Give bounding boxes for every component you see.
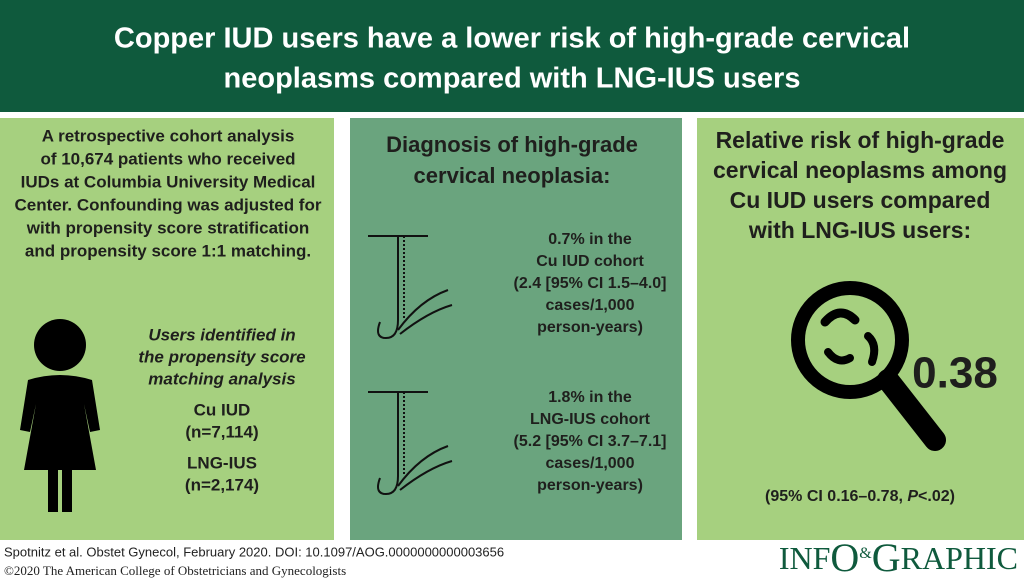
right-title: Cu IUD users compared [730,187,991,213]
confidence-interval: (95% CI 0.16–0.78, P<.02) [765,488,955,505]
citation: Spotnitz et al. Obstet Gynecol, February… [4,544,504,559]
ci-p: P [907,488,918,505]
header-title: Copper IUD users have a lower risk of hi… [114,23,910,55]
description: and propensity score 1:1 matching. [25,241,311,260]
users-heading: Users identified in [148,325,295,344]
group-name: LNG-IUS [187,453,257,472]
person-icon [20,319,100,512]
description: Center. Confounding was adjusted for [15,195,322,214]
logo-part: O [830,535,859,580]
logo: INFO&GRAPHIC [779,535,1018,580]
group-n: (n=2,174) [185,475,259,494]
header-bg [0,0,1024,112]
logo-part: & [859,545,872,562]
finding: person-years) [537,477,643,494]
description: A retrospective cohort analysis [42,126,295,145]
iud-icon [368,235,453,496]
finding: cases/1,000 [546,297,635,314]
users-heading: matching analysis [148,369,295,388]
copyright: ©2020 The American College of Obstetrici… [4,563,346,578]
middle-title: cervical neoplasia: [414,163,611,188]
logo-part: RAPHIC [901,540,1018,576]
right-title: Relative risk of high-grade [716,127,1005,153]
finding: 0.7% in the [548,231,632,248]
magnifier-icon [791,281,946,451]
finding: (2.4 [95% CI 1.5–4.0] [514,275,667,292]
users-heading: the propensity score [138,347,305,366]
logo-part: INF [779,540,831,576]
right-title: cervical neoplasms among [713,157,1007,183]
ci-suffix: <.02) [918,488,955,505]
finding: LNG-IUS cohort [530,411,651,428]
header-title: neoplasms compared with LNG-IUS users [224,63,801,95]
description: with propensity score stratification [26,218,309,237]
finding: person-years) [537,319,643,336]
finding: cases/1,000 [546,455,635,472]
finding: (5.2 [95% CI 3.7–7.1] [514,433,667,450]
finding: Cu IUD cohort [536,253,644,270]
finding: 1.8% in the [548,389,632,406]
logo-part: G [872,535,901,580]
group-name: Cu IUD [194,400,251,419]
description: of 10,674 patients who received [40,149,295,168]
right-panel [697,118,1024,540]
group-n: (n=7,114) [185,422,258,441]
relative-risk: 0.38 [912,349,998,398]
right-title: with LNG-IUS users: [748,217,971,243]
description: IUDs at Columbia University Medical [21,172,316,191]
ci-prefix: (95% CI 0.16–0.78, [765,488,907,505]
middle-title: Diagnosis of high-grade [386,132,638,157]
